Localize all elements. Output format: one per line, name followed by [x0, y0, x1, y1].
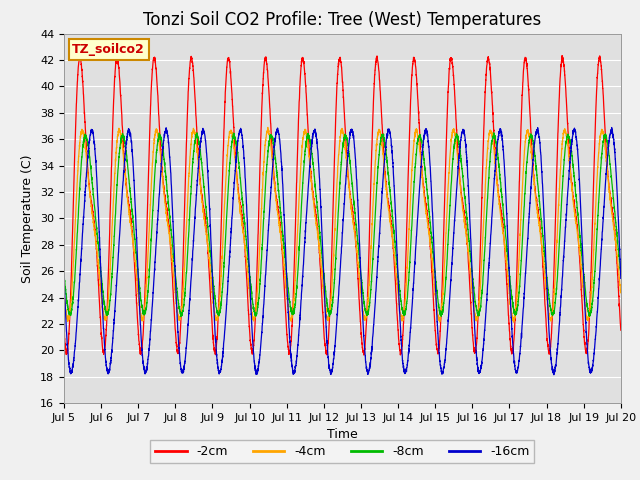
-2cm — [394, 327, 402, 333]
-4cm — [394, 290, 402, 296]
-16cm — [273, 128, 280, 134]
-2cm — [273, 201, 281, 206]
-4cm — [510, 319, 518, 325]
-2cm — [518, 98, 526, 104]
Line: -16cm: -16cm — [64, 128, 621, 375]
-8cm — [490, 130, 497, 136]
-8cm — [60, 272, 68, 278]
-2cm — [476, 268, 483, 274]
-2cm — [76, 53, 84, 59]
-4cm — [476, 295, 483, 301]
-4cm — [273, 203, 281, 208]
-16cm — [161, 128, 169, 134]
-4cm — [617, 290, 625, 296]
Line: -4cm: -4cm — [64, 127, 621, 322]
-16cm — [608, 125, 616, 131]
-8cm — [518, 245, 526, 251]
-4cm — [422, 210, 430, 216]
-8cm — [476, 308, 483, 313]
-16cm — [422, 127, 430, 133]
-16cm — [550, 372, 557, 378]
-4cm — [518, 192, 526, 198]
Y-axis label: Soil Temperature (C): Soil Temperature (C) — [22, 154, 35, 283]
Title: Tonzi Soil CO2 Profile: Tree (West) Temperatures: Tonzi Soil CO2 Profile: Tree (West) Temp… — [143, 11, 541, 29]
-2cm — [161, 195, 169, 201]
-16cm — [60, 273, 68, 278]
-16cm — [394, 272, 402, 277]
-2cm — [617, 327, 625, 333]
-4cm — [60, 291, 68, 297]
X-axis label: Time: Time — [327, 429, 358, 442]
-16cm — [617, 276, 625, 281]
-8cm — [617, 272, 625, 278]
-4cm — [264, 124, 271, 130]
-16cm — [476, 370, 483, 375]
-2cm — [422, 203, 430, 209]
Legend: -2cm, -4cm, -8cm, -16cm: -2cm, -4cm, -8cm, -16cm — [150, 441, 534, 464]
-8cm — [161, 168, 169, 174]
-2cm — [60, 326, 68, 332]
Line: -2cm: -2cm — [64, 56, 621, 355]
-8cm — [177, 313, 184, 319]
-8cm — [273, 169, 281, 175]
-8cm — [422, 179, 430, 184]
-2cm — [360, 352, 368, 358]
-4cm — [161, 201, 169, 207]
-8cm — [394, 274, 402, 280]
Text: TZ_soilco2: TZ_soilco2 — [72, 43, 145, 56]
-16cm — [518, 327, 525, 333]
Line: -8cm: -8cm — [64, 133, 621, 316]
